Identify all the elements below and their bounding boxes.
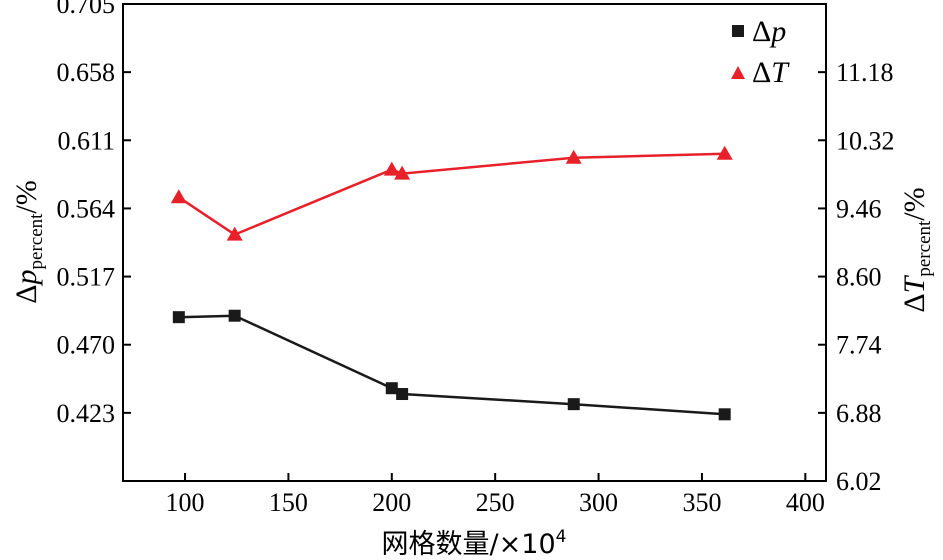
dp-point-0 — [172, 311, 185, 324]
dp-point-1 — [228, 309, 241, 322]
dt-point-0 — [170, 189, 187, 204]
dt-point-5 — [716, 145, 733, 160]
ticks-layer: 100 150 200 250 300 350 400 0.423 0.470 0.517 0.56… — [57, 0, 895, 517]
legend-label-dp: Δp — [752, 15, 786, 48]
dt-point-4 — [565, 149, 582, 164]
y-left-title-delta: Δ — [10, 284, 43, 303]
y-left-tick-label-0.470: 0.470 — [57, 331, 116, 360]
x-tick-label-350: 350 — [682, 488, 721, 517]
dp-point-2 — [385, 382, 398, 395]
y-right-title-sub: percent — [914, 220, 935, 277]
y-left-tick-label-0.517: 0.517 — [57, 263, 116, 292]
dt-point-3 — [394, 165, 411, 180]
y-left-tick-label-0.423: 0.423 — [57, 399, 116, 428]
y-left-tick-label-0.564: 0.564 — [57, 194, 116, 223]
dt-point-1 — [226, 226, 243, 241]
y-left-tick-label-0.705: 0.705 — [57, 0, 116, 19]
x-tick-label-150: 150 — [269, 488, 308, 517]
y-right-tick-label-8.60: 8.60 — [836, 263, 882, 292]
x-tick-label-100: 100 — [166, 488, 205, 517]
y-left-title-unit: /% — [10, 180, 43, 213]
y-left-title-var: p — [10, 269, 43, 286]
x-title-exp: 4 — [556, 527, 567, 547]
y-right-tick-label-6.88: 6.88 — [836, 399, 882, 428]
y-right-title-var: T — [898, 274, 931, 293]
x-tick-label-250: 250 — [476, 488, 515, 517]
plot-frame — [122, 3, 827, 482]
dp-point-4 — [567, 398, 580, 411]
legend-label-dt: ΔT — [752, 56, 790, 89]
y-left-tick-label-0.611: 0.611 — [57, 126, 115, 155]
y-left-tick-label-0.658: 0.658 — [57, 58, 116, 87]
y-right-tick-label-9.46: 9.46 — [836, 194, 882, 223]
x-tick-label-200: 200 — [372, 488, 411, 517]
y-right-tick-label-7.74: 7.74 — [836, 331, 882, 360]
legend-marker-dp — [732, 25, 744, 37]
y-right-tick-label-11.18: 11.18 — [836, 58, 894, 87]
legend-dt-delta: Δ — [752, 56, 771, 89]
x-tick-label-400: 400 — [786, 488, 825, 517]
y-right-tick-label-6.02: 6.02 — [836, 467, 882, 496]
y-right-title-delta: Δ — [898, 293, 931, 312]
series-line-dt — [178, 152, 725, 237]
legend-marker-dt — [731, 66, 745, 79]
y-right-tick-label-10.32: 10.32 — [836, 126, 895, 155]
series-line-dp — [178, 314, 725, 416]
dt-point-2 — [383, 161, 400, 176]
dp-point-5 — [718, 408, 731, 421]
y-axis-right-title: ΔTpercent/% — [898, 187, 935, 312]
dp-point-3 — [396, 388, 409, 401]
y-axis-left-title: Δppercent/% — [10, 180, 47, 304]
series-layer — [170, 145, 733, 421]
legend-dp-var: p — [769, 15, 786, 48]
x-axis-title: 网格数量/×104 — [382, 527, 567, 560]
x-title-main: 网格数量/×10 — [382, 529, 556, 560]
y-left-title-sub: percent — [26, 213, 47, 270]
x-tick-label-300: 300 — [579, 488, 618, 517]
legend-dp-delta: Δ — [752, 15, 771, 48]
legend-dt-var: T — [771, 56, 790, 89]
y-right-title-unit: /% — [898, 187, 931, 220]
legend: Δp ΔT — [731, 15, 790, 89]
